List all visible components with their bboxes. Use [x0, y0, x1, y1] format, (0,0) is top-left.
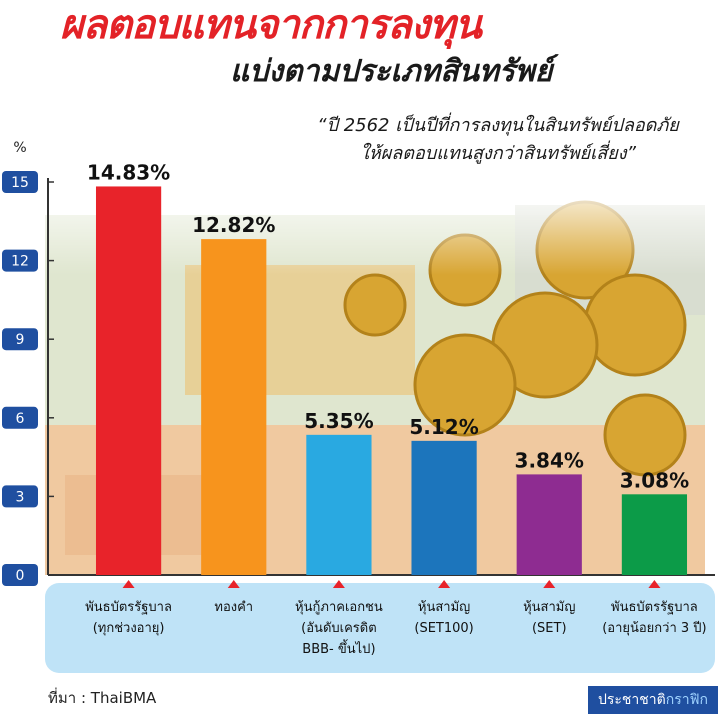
y-tick-label: 3 [16, 489, 25, 505]
y-tick-badge [2, 328, 38, 351]
x-tick-label: (อายุน้อยกว่า 3 ปี) [602, 620, 706, 636]
x-tick-label: พันธบัตรรัฐบาล [85, 600, 172, 615]
category-marker [438, 580, 451, 588]
label-band-shape [45, 583, 715, 673]
x-axis-labels: พันธบัตรรัฐบาล (ทุกช่วงอายุ) ทองคำ หุ้นกู้ภ… [85, 580, 707, 657]
brand-name-a: ประชาชาติ [598, 692, 666, 708]
bar [411, 440, 477, 575]
brand-name-b: กราฟิก [665, 692, 708, 708]
y-tick-badge [2, 406, 38, 429]
x-tick-label: หุ้นสามัญ [523, 600, 575, 615]
bar [95, 186, 162, 576]
category-label-band [45, 583, 715, 673]
bar-value-label: 3.08% [620, 468, 689, 492]
y-axis-label: % [13, 140, 26, 156]
x-tick-label: (SET100) [414, 621, 473, 636]
bar-value-label: 14.83% [87, 160, 170, 184]
bar [621, 494, 688, 575]
y-tick-label: 6 [16, 411, 25, 427]
x-tick-label: BBB- ขึ้นไป) [302, 639, 375, 657]
y-tick-label: 12 [11, 254, 29, 270]
x-tick-label: พันธบัตรรัฐบาล [611, 600, 698, 615]
y-tick-badge [2, 171, 38, 193]
bar-value-label: 12.82% [192, 213, 275, 237]
y-tick-label: 0 [16, 568, 25, 584]
x-tick-label: ทองคำ [214, 600, 253, 615]
category-marker [227, 580, 240, 588]
x-tick-label: (ทุกช่วงอายุ) [93, 621, 165, 636]
bar [201, 239, 267, 575]
quote-line-2: ให้ผลตอบแทนสูงกว่าสินทรัพย์เสี่ยง” [360, 143, 636, 164]
bar [516, 474, 582, 575]
publisher-badge: ประชาชาติกราฟิก [588, 686, 718, 714]
bar [306, 434, 372, 575]
y-tick-badge [2, 485, 38, 508]
quote-annotation: “ปี 2562 เป็นปีที่การลงทุนในสินทรัพย์ปลอ… [278, 112, 718, 168]
y-tick-badge [2, 249, 38, 272]
y-tick-label: 9 [16, 332, 25, 348]
y-tick-label: 15 [11, 175, 29, 191]
bars: 14.83% 12.82% 5.35% 5.12% 3.84% 3.08% [87, 160, 689, 576]
source-note: ที่มา : ThaiBMA [48, 689, 157, 707]
category-marker [122, 580, 135, 588]
bar-value-label: 5.12% [409, 415, 478, 439]
category-marker [332, 580, 345, 588]
chart-title: ผลตอบแทนจากการลงทุน [60, 2, 482, 48]
x-tick-label: หุ้นกู้ภาคเอกชน [295, 600, 383, 615]
bar-value-label: 3.84% [515, 448, 584, 472]
x-tick-label: (SET) [532, 621, 567, 636]
bar-value-label: 5.35% [304, 409, 373, 433]
y-axis: % 0 3 6 9 12 15 [2, 140, 715, 586]
category-marker [648, 580, 661, 588]
x-tick-label: หุ้นสามัญ [418, 600, 470, 615]
x-tick-label: (อันดับเครดิต [301, 621, 376, 636]
y-tick-badge [2, 564, 38, 586]
category-marker [543, 580, 556, 588]
chart-subtitle: แบ่งตามประเภทสินทรัพย์ [230, 54, 553, 89]
quote-line-1: “ปี 2562 เป็นปีที่การลงทุนในสินทรัพย์ปลอ… [317, 115, 679, 136]
